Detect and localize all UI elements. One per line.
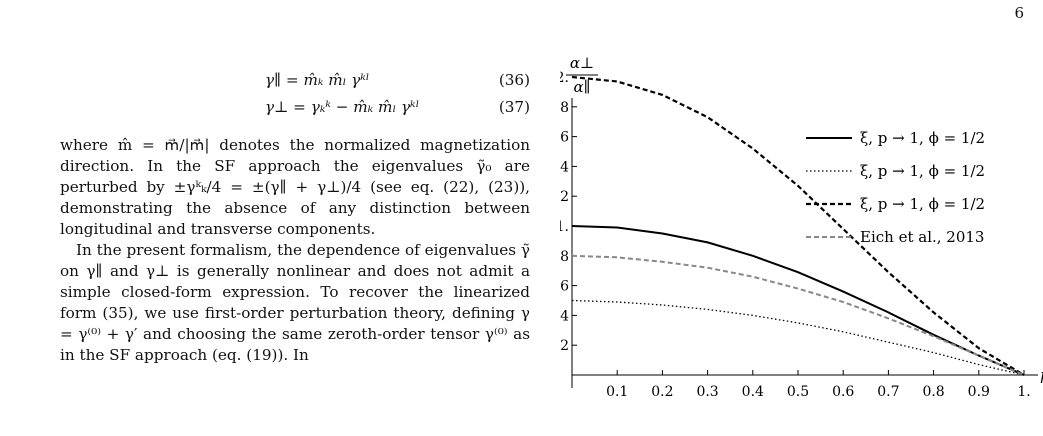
x-tick-label: 0.3 [696,384,718,400]
paragraph: where m̂ = m⃗/|m⃗| denotes the normalize… [60,136,530,238]
equation-number: (36) [498,71,530,89]
series-line-2 [571,299,1025,376]
y-tick-label: 0.2 [560,338,569,354]
y-axis-label-denominator: α∥ [573,78,590,96]
x-tick-label: 0.8 [922,384,944,400]
x-tick-label: 0.9 [968,384,990,400]
x-tick-label: 0.7 [877,384,899,400]
equation-expression: γ⊥ = γₖᵏ − m̂ₖ m̂ₗ γᵏˡ [265,98,420,116]
y-tick-label: 1. [560,219,569,235]
legend-label-1: ξ, p → 1, ϕ = 1/2 [860,129,985,147]
equation-36: γ∥ = m̂ₖ m̂ₗ γᵏˡ (36) [60,70,530,94]
series-line-4 [571,254,1025,376]
x-tick-label: 0.5 [787,384,809,400]
series-line-3 [571,75,1025,376]
page-number: 6 [1014,4,1024,22]
y-tick-label: 1.6 [560,130,569,146]
y-tick-label: 0.6 [560,279,569,295]
x-tick-label: 0.2 [651,384,673,400]
legend-label-2: ξ, p → 1, ϕ = 1/2 [860,162,985,180]
x-axis-label: p [1040,366,1043,384]
body-text: where m̂ = m⃗/|m⃗| denotes the normalize… [60,135,530,366]
x-tick-label: 0.4 [742,384,764,400]
paragraph: In the present formalism, the dependence… [60,241,530,364]
y-tick-label: 1.4 [560,159,569,175]
y-tick-label: 1.8 [560,100,569,116]
series-line-1 [571,225,1025,376]
legend-label-4: Eich et al., 2013 [860,228,984,246]
y-tick-label: 1.2 [560,189,569,205]
y-tick-label: 0.8 [560,249,569,265]
y-axis-label-numerator: α⊥ [570,54,594,72]
x-tick-label: 0.1 [606,384,628,400]
y-tick-label: 0.4 [560,308,569,324]
legend-label-3: ξ, p → 1, ϕ = 1/2 [860,195,985,213]
x-tick-label: 0.6 [832,384,854,400]
y-tick-label: 2. [560,70,569,86]
equation-number: (37) [498,98,530,116]
figure: α⊥ α∥ 0.2 0.4 0.6 0.8 1. 1.2 1.4 1.6 1.8 2. 0.1 0.2 0.… [547,46,1043,432]
x-tick-label: 1. [1017,384,1030,400]
line-chart: α⊥ α∥ 0.2 0.4 0.6 0.8 1. 1.2 1.4 1.6 1.8 2. 0.1 0.2 0.… [547,54,1043,400]
equation-expression: γ∥ = m̂ₖ m̂ₗ γᵏˡ [265,71,370,89]
equation-37: γ⊥ = γₖᵏ − m̂ₖ m̂ₗ γᵏˡ (37) [60,97,530,121]
